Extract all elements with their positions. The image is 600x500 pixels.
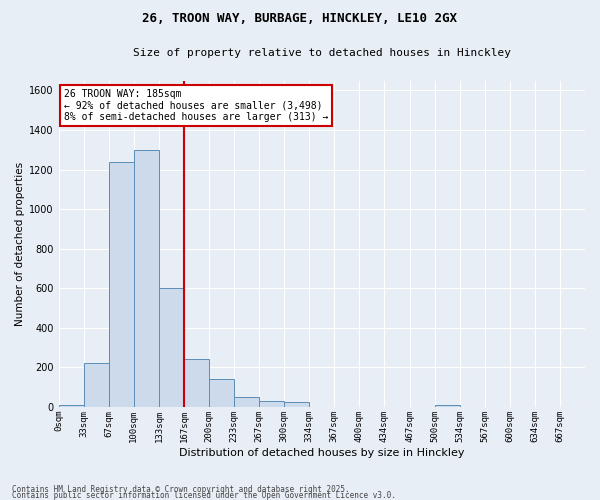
Bar (159, 288, 184, 407)
Y-axis label: Number of detached properties: Number of detached properties (15, 162, 25, 326)
X-axis label: Distribution of detached houses by size in Hinckley: Distribution of detached houses by size … (179, 448, 464, 458)
Bar (59, 405, 84, 407)
Bar (234, 397, 259, 407)
Text: 26, TROON WAY, BURBAGE, HINCKLEY, LE10 2GX: 26, TROON WAY, BURBAGE, HINCKLEY, LE10 2… (143, 12, 458, 26)
Bar (184, 360, 209, 407)
Bar (209, 379, 234, 407)
Bar (284, 402, 309, 407)
Text: Contains public sector information licensed under the Open Government Licence v3: Contains public sector information licen… (12, 490, 396, 500)
Bar (134, 150, 159, 407)
Bar (434, 405, 460, 407)
Title: Size of property relative to detached houses in Hinckley: Size of property relative to detached ho… (133, 48, 511, 58)
Text: 26 TROON WAY: 185sqm
← 92% of detached houses are smaller (3,498)
8% of semi-det: 26 TROON WAY: 185sqm ← 92% of detached h… (64, 88, 328, 122)
Bar (109, 162, 134, 407)
Bar (84, 364, 109, 407)
Bar (259, 401, 284, 407)
Text: Contains HM Land Registry data © Crown copyright and database right 2025.: Contains HM Land Registry data © Crown c… (12, 484, 350, 494)
